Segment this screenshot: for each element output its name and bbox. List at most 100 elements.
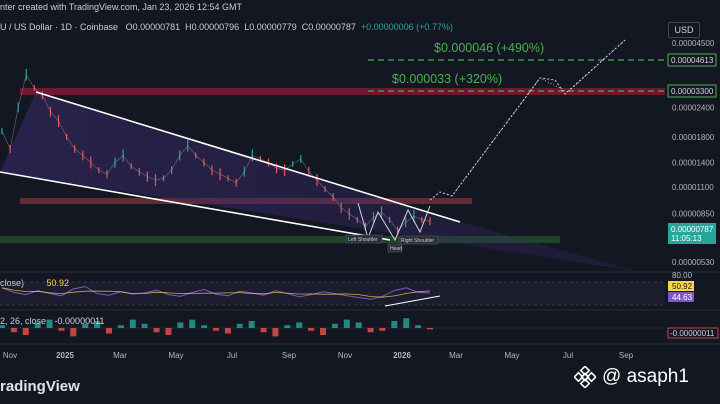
currency-button[interactable]: USD	[668, 22, 700, 38]
projection-path	[429, 39, 626, 201]
x-tick-label: Jul	[227, 351, 237, 360]
y-tick-label: 0.00000530	[672, 258, 715, 267]
svg-text:-0.00000011: -0.00000011	[670, 329, 715, 338]
svg-text:11:05:13: 11:05:13	[671, 234, 702, 243]
x-tick-label: 2025	[56, 351, 74, 360]
rsi-current: 50.92	[46, 278, 70, 288]
rsi-label: close)	[0, 278, 25, 288]
macd-bar	[260, 328, 267, 333]
tradingview-logo: radingView	[0, 378, 80, 395]
x-tick-label: May	[168, 351, 183, 360]
macd-bar	[343, 319, 350, 328]
macd-bar	[153, 328, 160, 333]
author-watermark: @ asaph1	[574, 366, 689, 388]
macd-bar	[129, 319, 136, 328]
svg-text:Left Shoulder: Left Shoulder	[348, 237, 378, 243]
x-tick-label: Sep	[282, 351, 297, 360]
x-tick-label: Mar	[113, 351, 127, 360]
falling-wedge-area	[0, 92, 640, 272]
x-tick-label: Nov	[3, 351, 17, 360]
macd-bar	[189, 319, 196, 328]
x-tick-label: 2026	[393, 351, 411, 360]
ohlc-change: +0.00000006 (+0.77%)	[360, 22, 453, 32]
x-tick-label: May	[504, 351, 519, 360]
macd-bar	[117, 325, 124, 328]
rsi-series	[1, 286, 431, 300]
svg-text:0.00004613: 0.00004613	[671, 56, 714, 65]
rsi-title: close) 50.92	[0, 278, 69, 288]
macd-value-label: -0.00000011	[667, 327, 719, 339]
macd-bar	[165, 328, 172, 335]
macd-bar	[296, 322, 303, 328]
binance-icon	[574, 366, 596, 388]
wedge-lower-trendline	[0, 171, 391, 241]
macd-bar	[284, 325, 291, 328]
rsi-axis-tick: 80.00	[672, 271, 693, 280]
support-zone	[0, 236, 560, 243]
macd-bar	[94, 321, 101, 328]
right-shoulder-label: Right Shoulder	[399, 235, 439, 245]
wedge-upper-trendline	[35, 91, 461, 223]
macd-bar	[46, 319, 53, 328]
y-tick-label: 0.00001400	[672, 159, 715, 168]
macd-bar	[22, 328, 29, 335]
rsi-trendline	[384, 295, 441, 307]
rsi-line	[1, 286, 431, 300]
x-tick-label: Sep	[619, 351, 634, 360]
macd-bar	[0, 325, 5, 328]
svg-text:0.00000787: 0.00000787	[671, 225, 714, 234]
target-label-mid: $0.000033 (+320%)	[392, 72, 502, 86]
ohlc-low: L0.00000779	[244, 22, 297, 32]
macd-bar	[70, 328, 77, 337]
ohlc-high: H0.00000796	[185, 22, 240, 32]
macd-current: -0.00000011	[54, 316, 105, 326]
y-tick-label: 0.00004500	[672, 39, 715, 48]
price-label-last: 0.00000787 11:05:13	[668, 223, 716, 244]
macd-bar	[403, 318, 410, 328]
y-tick-label: 0.00001800	[672, 133, 715, 142]
symbol-label: U / US Dollar · 1D · Coinbase	[0, 22, 119, 32]
macd-bar	[367, 328, 374, 333]
price-label-target-high: 0.00004613	[667, 53, 717, 67]
time-axis[interactable]: Nov 2025 Mar May Jul Sep Nov 2026 Mar May Jul Sep	[3, 351, 634, 360]
macd-bar	[141, 323, 148, 328]
price-series	[1, 68, 431, 235]
svg-text:44.63: 44.63	[672, 293, 693, 302]
macd-bar	[331, 323, 338, 328]
macd-bar	[224, 328, 231, 334]
rsi-ma-line	[1, 287, 431, 298]
macd-bar	[415, 325, 422, 328]
price-line	[1, 74, 431, 232]
svg-text:Right Shoulder: Right Shoulder	[401, 238, 434, 244]
target-zone-mid	[20, 88, 665, 95]
x-tick-label: Jul	[563, 351, 573, 360]
y-tick-label: 0.00000850	[672, 210, 715, 219]
svg-text:0.00003300: 0.00003300	[671, 87, 714, 96]
macd-bar	[34, 322, 41, 328]
ohlc-close: C0.00000787	[301, 22, 356, 32]
macd-bar	[177, 322, 184, 328]
macd-histogram	[0, 318, 433, 337]
symbol-info: U / US Dollar · 1D · Coinbase O0.0000078…	[0, 22, 453, 32]
macd-bar	[236, 323, 243, 328]
left-shoulder-label: Left Shoulder	[345, 234, 383, 244]
macd-bar	[58, 328, 65, 331]
macd-bar	[379, 328, 386, 331]
macd-bar	[201, 325, 208, 328]
price-label-target-mid: 0.00003300	[667, 84, 717, 98]
macd-bar	[355, 322, 362, 328]
y-tick-label: 0.00001100	[672, 183, 714, 192]
rsi-value-label: 50.92	[668, 281, 694, 291]
watermark-text: @ asaph1	[602, 366, 689, 387]
target-label-high: $0.000046 (+490%)	[434, 41, 544, 55]
macd-bar	[272, 328, 279, 337]
macd-bar	[82, 323, 89, 328]
macd-bar	[248, 321, 255, 328]
macd-bar	[213, 328, 219, 331]
x-tick-label: Mar	[449, 351, 463, 360]
macd-bar	[320, 328, 326, 335]
svg-text:Head: Head	[390, 246, 402, 252]
svg-text:50.92: 50.92	[672, 282, 693, 291]
macd-bar	[308, 328, 315, 331]
